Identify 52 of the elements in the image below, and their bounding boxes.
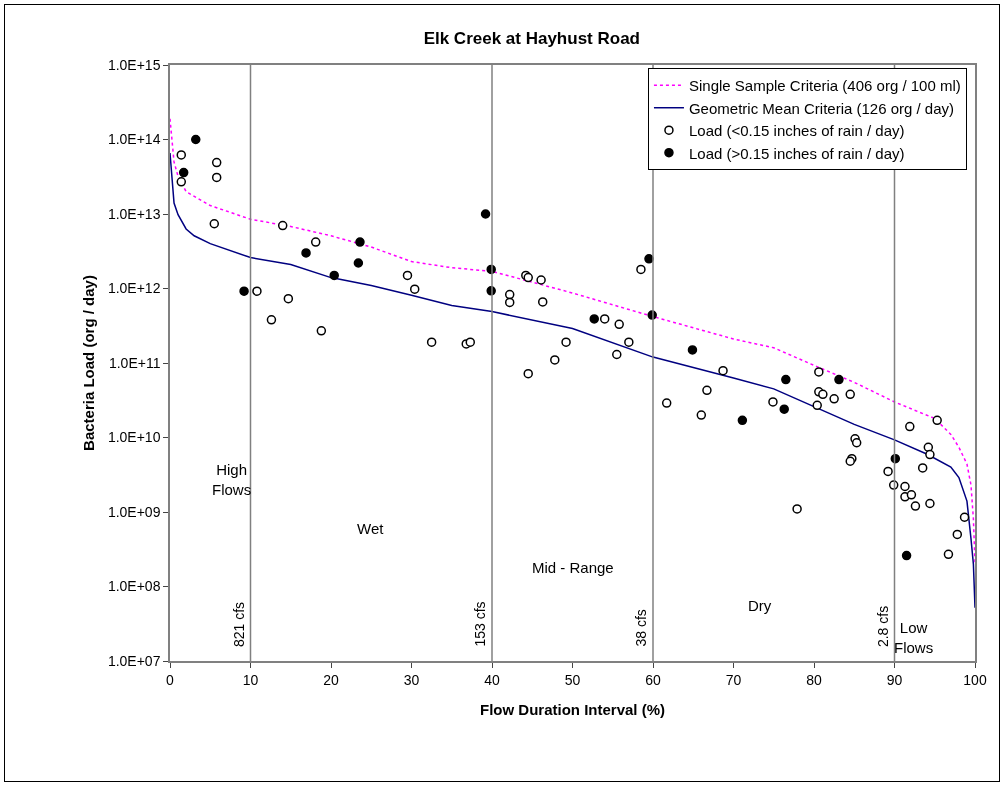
- y-tick-label: 1.0E+12: [107, 280, 161, 297]
- point: [353, 258, 364, 268]
- y-tick-label: 1.0E+07: [107, 652, 161, 669]
- y-tick-label: 1.0E+14: [107, 131, 161, 148]
- annotation: High Flows: [212, 461, 252, 498]
- point: [239, 286, 249, 296]
- x-tick-label: 20: [323, 671, 339, 688]
- legend-label: Geometric Mean Criteria (126 org / day): [688, 99, 955, 117]
- x-tick-label: 100: [963, 671, 987, 688]
- y-tick-label: 1.0E+11: [108, 354, 161, 371]
- y-tick-label: 1.0E+15: [107, 56, 161, 73]
- point: [901, 550, 912, 561]
- x-tick-label: 30: [403, 671, 420, 688]
- x-tick-label: 80: [806, 671, 822, 688]
- x-tick-label: 10: [242, 671, 259, 688]
- x-tick-label: 0: [166, 671, 175, 688]
- legend-label: Load (>0.15 inches of rain / day): [688, 144, 905, 162]
- point: [329, 270, 339, 281]
- point: [301, 248, 311, 258]
- point: [779, 404, 789, 414]
- point: [737, 415, 748, 426]
- x-axis-title: Flow Duration Interval (%): [479, 701, 666, 719]
- x-tick-label: 60: [645, 671, 661, 688]
- point: [191, 134, 201, 145]
- point: [178, 167, 189, 178]
- legend-label: Single Sample Criteria (406 org / 100 ml): [688, 77, 961, 95]
- y-tick-label: 1.0E+10: [107, 429, 161, 446]
- ref-line-label: 38 cfs: [633, 609, 650, 647]
- x-tick-label: 50: [564, 671, 581, 688]
- y-axis-title: Bacteria Load (org / day): [79, 275, 97, 451]
- ref-line-label: 153 cfs: [472, 601, 489, 647]
- ref-line-label: 2.8 cfs: [874, 605, 891, 648]
- point: [480, 209, 491, 219]
- x-tick-label: 90: [886, 671, 903, 688]
- ref-line-label: 821 cfs: [230, 601, 247, 648]
- y-tick-label: 1.0E+08: [107, 578, 161, 595]
- annotation: Mid - Range: [532, 559, 614, 576]
- x-tick-label: 40: [484, 671, 500, 688]
- x-tick-label: 70: [725, 671, 742, 688]
- point: [834, 374, 844, 385]
- annotation: Low Flows: [894, 619, 934, 656]
- annotation: Dry: [748, 597, 772, 614]
- point: [355, 237, 365, 247]
- legend-label: Load (<0.15 inches of rain / day): [688, 122, 905, 140]
- chart-title: Elk Creek at Hayhust Road: [423, 29, 640, 49]
- y-tick-label: 1.0E+09: [107, 503, 161, 520]
- y-tick-label: 1.0E+13: [107, 205, 161, 222]
- point: [781, 374, 791, 385]
- annotation: Wet: [357, 520, 385, 537]
- point: [644, 254, 654, 264]
- point: [687, 345, 698, 355]
- point: [589, 314, 599, 324]
